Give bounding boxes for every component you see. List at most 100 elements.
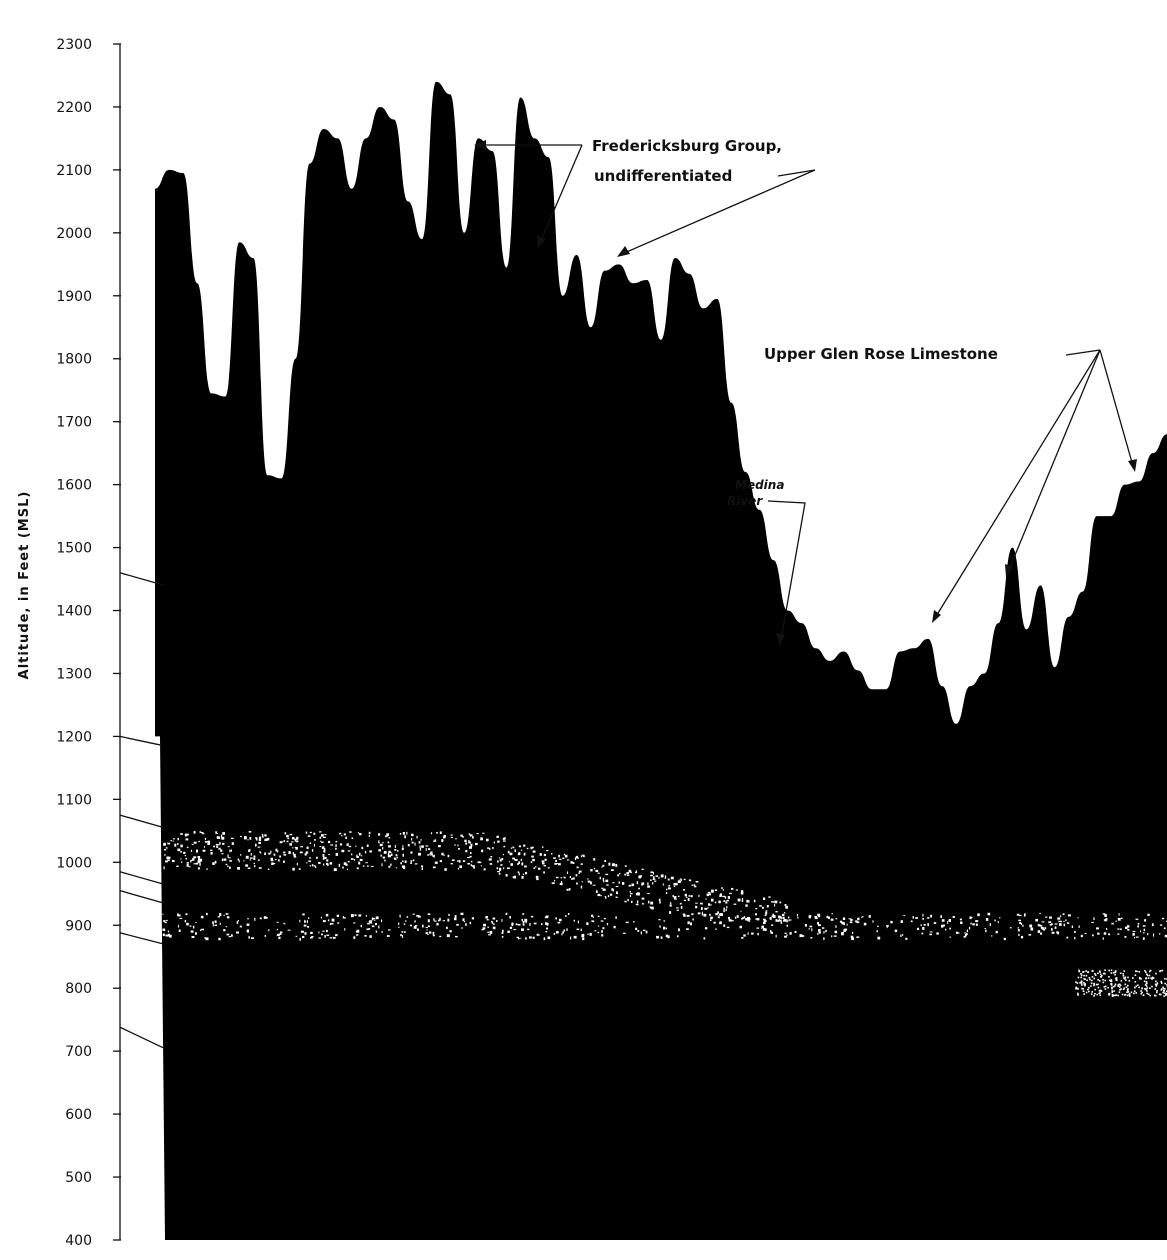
speckle-dot (1084, 983, 1086, 986)
speckle-dot (1097, 983, 1099, 986)
speckle-dot (1127, 991, 1130, 993)
speckle-dot (488, 847, 491, 850)
speckle-dot (1151, 923, 1154, 927)
speckle-dot (1103, 932, 1107, 935)
speckle-dot (922, 913, 924, 917)
speckle-dot (556, 876, 559, 879)
speckle-dot (1105, 918, 1108, 921)
speckle-dot (825, 929, 827, 933)
speckle-dot (947, 921, 949, 924)
speckle-dot (427, 919, 430, 923)
speckle-dot (964, 932, 967, 934)
speckle-dot (580, 885, 583, 889)
speckle-dot (459, 865, 462, 869)
speckle-dot (240, 854, 242, 856)
speckle-dot (387, 854, 391, 858)
speckle-dot (553, 932, 556, 935)
speckle-dot (615, 863, 618, 867)
speckle-dot (458, 860, 461, 863)
speckle-dot (823, 937, 825, 940)
speckle-dot (527, 928, 530, 931)
speckle-dot (605, 873, 609, 876)
speckle-dot (398, 922, 400, 925)
speckle-dot (381, 919, 383, 923)
speckle-dot (375, 916, 379, 920)
speckle-dot (434, 839, 437, 842)
speckle-dot (846, 923, 848, 926)
speckle-dot (778, 919, 780, 921)
speckle-dot (1112, 972, 1115, 974)
speckle-dot (299, 851, 303, 854)
speckle-dot (228, 936, 232, 938)
speckle-dot (311, 936, 314, 938)
speckle-dot (625, 921, 629, 924)
speckle-dot (658, 919, 661, 921)
speckle-dot (709, 913, 711, 916)
speckle-dot (555, 859, 558, 862)
speckle-dot (862, 916, 864, 918)
speckle-dot (523, 844, 526, 847)
speckle-dot (273, 853, 276, 856)
speckle-dot (518, 861, 520, 864)
speckle-dot (420, 839, 422, 841)
speckle-dot (652, 882, 654, 885)
speckle-dot (566, 928, 568, 931)
speckle-dot (245, 855, 249, 859)
speckle-dot (460, 834, 463, 837)
speckle-dot (1143, 980, 1146, 983)
fredericksburg-leader-2 (539, 144, 583, 244)
speckle-dot (476, 833, 479, 835)
speckle-dot (286, 835, 289, 838)
speckle-dot (1111, 994, 1114, 996)
axis-tick-label: 1900 (56, 289, 92, 305)
speckle-dot (473, 865, 475, 869)
speckle-dot (186, 863, 189, 867)
speckle-dot (546, 850, 549, 852)
speckle-dot (501, 858, 504, 861)
speckle-dot (308, 860, 311, 862)
speckle-dot (929, 933, 932, 936)
speckle-dot (627, 899, 629, 902)
speckle-dot (186, 922, 189, 926)
speckle-dot (1030, 927, 1034, 931)
speckle-dot (520, 858, 522, 862)
speckle-dot (863, 922, 867, 926)
speckle-dot (319, 846, 322, 848)
speckle-dot (714, 889, 718, 891)
speckle-dot (1164, 992, 1166, 994)
speckle-dot (366, 928, 369, 931)
speckle-dot (1017, 927, 1019, 929)
speckle-dot (164, 922, 167, 924)
speckle-dot (1065, 919, 1067, 921)
speckle-dot (230, 934, 233, 937)
speckle-dot (238, 859, 240, 863)
speckle-dot (701, 911, 703, 915)
speckle-dot (1150, 977, 1152, 979)
speckle-dot (1149, 987, 1151, 989)
speckle-dot (590, 869, 593, 872)
speckle-dot (191, 936, 195, 938)
speckle-dot (1163, 927, 1166, 930)
speckle-dot (489, 863, 493, 865)
speckle-dot (741, 890, 744, 893)
speckle-dot (293, 853, 296, 857)
speckle-dot (725, 908, 727, 912)
speckle-dot (351, 853, 353, 856)
speckle-dot (1124, 936, 1127, 938)
speckle-dot (607, 895, 610, 898)
speckle-dot (506, 867, 510, 870)
speckled-bands (162, 830, 1167, 997)
speckle-dot (927, 917, 930, 919)
speckle-dot (1104, 988, 1107, 990)
speckle-dot (856, 936, 860, 938)
speckle-dot (518, 872, 520, 876)
speckle-dot (323, 863, 325, 866)
speckle-dot (400, 862, 402, 865)
speckle-dot (683, 878, 686, 881)
speckle-dot (753, 899, 756, 903)
speckle-dot (368, 831, 371, 835)
speckle-dot (393, 857, 396, 859)
speckle-dot (322, 858, 325, 860)
speckle-dot (1146, 974, 1149, 977)
speckle-dot (647, 893, 650, 895)
